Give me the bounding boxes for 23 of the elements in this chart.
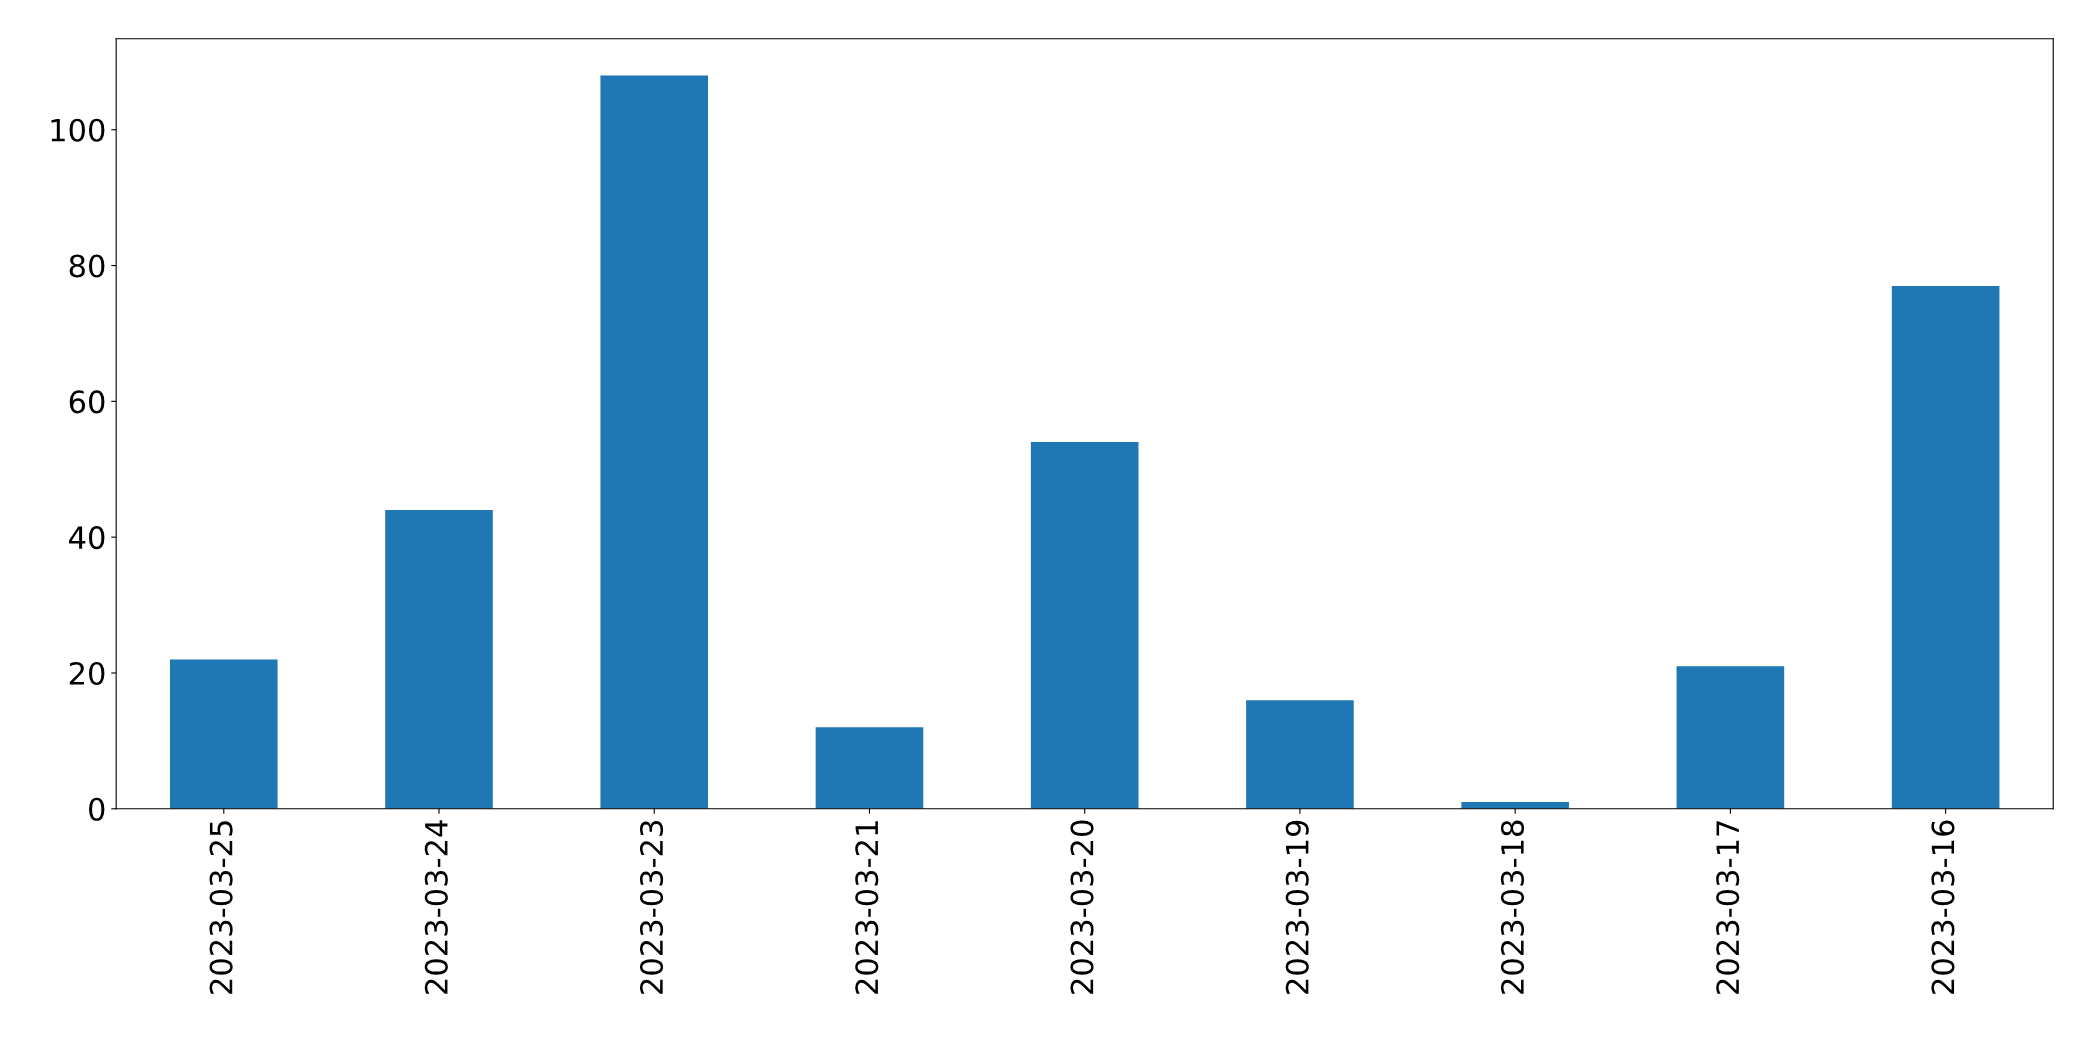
x-tick-label: 2023-03-17 bbox=[1716, 821, 1740, 994]
bar bbox=[1676, 666, 1785, 809]
y-tick-label: 100 bbox=[51, 118, 105, 142]
x-tick-label: 2023-03-21 bbox=[855, 821, 879, 994]
bar bbox=[1030, 442, 1139, 809]
x-tick-label: 2023-03-20 bbox=[1070, 820, 1094, 994]
x-tick-label: 2023-03-19 bbox=[1285, 820, 1309, 994]
bar bbox=[385, 510, 493, 809]
bar bbox=[600, 75, 709, 809]
bar bbox=[169, 659, 278, 809]
bar bbox=[1246, 700, 1354, 809]
bar bbox=[1891, 285, 2000, 809]
x-tick-label: 2023-03-18 bbox=[1500, 820, 1525, 994]
x-tick-label: 2023-03-24 bbox=[424, 820, 448, 994]
y-tick-label: 80 bbox=[69, 254, 105, 278]
x-tick-label: 2023-03-25 bbox=[209, 821, 233, 994]
y-tick-label: 0 bbox=[89, 797, 105, 821]
bar bbox=[815, 727, 924, 809]
y-tick-label: 40 bbox=[69, 526, 105, 550]
y-tick-label: 60 bbox=[69, 390, 105, 414]
x-tick-label: 2023-03-16 bbox=[1931, 820, 1955, 994]
y-tick-label: 20 bbox=[69, 661, 105, 686]
x-tick-label: 2023-03-23 bbox=[639, 820, 664, 994]
